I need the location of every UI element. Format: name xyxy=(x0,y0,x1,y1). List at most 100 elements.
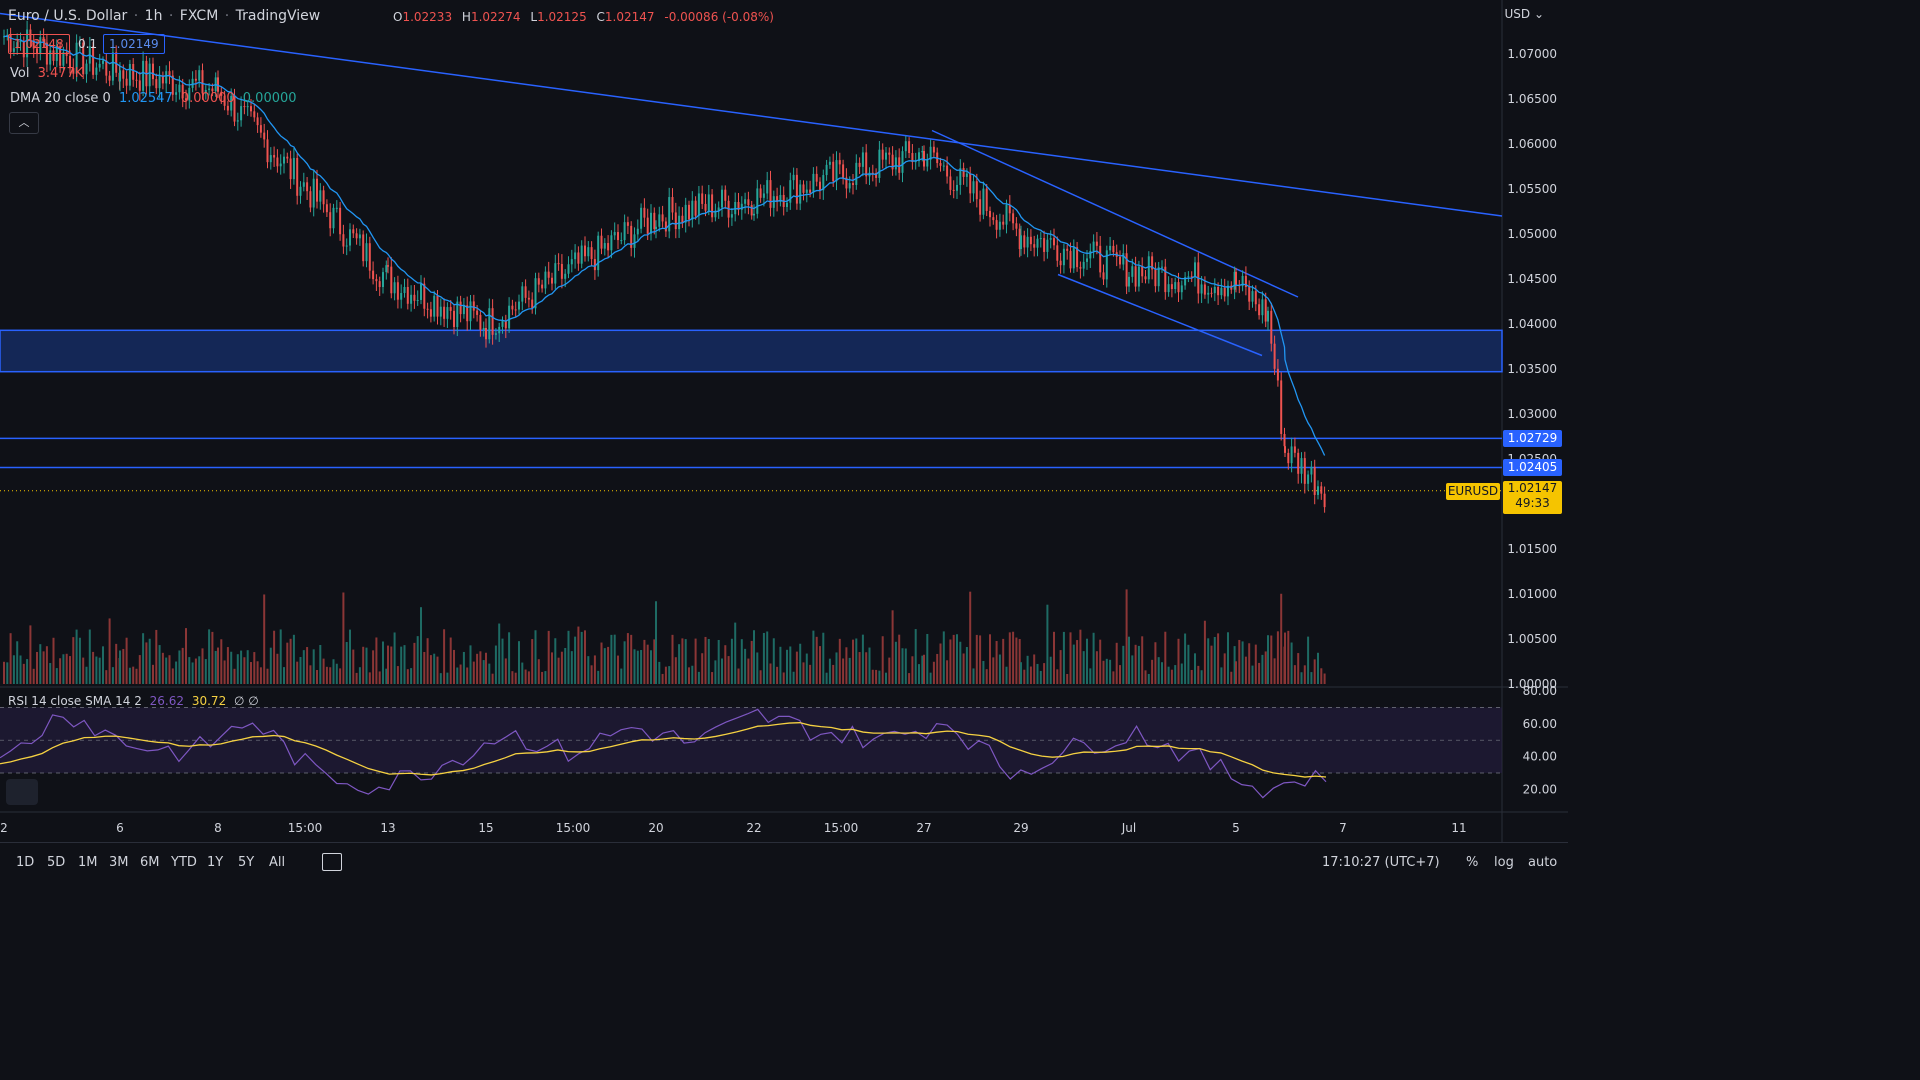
volume-bar xyxy=(799,643,802,684)
volume-bar xyxy=(792,671,795,684)
candle-body xyxy=(822,175,825,191)
volume-bar xyxy=(198,656,201,684)
timeframe-1m[interactable]: 1M xyxy=(78,855,98,870)
volume-bar xyxy=(1089,668,1092,684)
candle-body xyxy=(292,157,295,180)
volume-bar xyxy=(701,653,704,684)
timeframe-5y[interactable]: 5Y xyxy=(238,855,255,870)
candle-body xyxy=(610,235,613,251)
candle-body xyxy=(613,232,616,236)
timeframe-1d[interactable]: 1D xyxy=(16,855,35,870)
candle-body xyxy=(1180,285,1183,293)
volume-bar xyxy=(155,629,158,684)
timeframe-6m[interactable]: 6M xyxy=(140,855,160,870)
volume-bar xyxy=(385,668,388,684)
candle-body xyxy=(466,305,469,322)
volume-bar xyxy=(607,646,610,684)
volume-bar xyxy=(491,673,494,684)
candle-body xyxy=(908,141,911,154)
volume-bar xyxy=(577,626,580,684)
timeframe-1y[interactable]: 1Y xyxy=(207,855,224,870)
candle-body xyxy=(554,263,557,284)
volume-bar xyxy=(226,647,229,684)
volume-bar xyxy=(1303,665,1306,684)
volume-bar xyxy=(45,646,48,684)
ask-price-button[interactable]: 1.02149 xyxy=(103,34,165,54)
candle-body xyxy=(1174,282,1177,290)
chart-canvas[interactable]: 1.07000 1.06500 1.06000 1.05500 1.05000 1.045… xyxy=(0,0,1568,882)
volume-bar xyxy=(135,668,138,684)
volume-bar xyxy=(201,648,204,684)
interval[interactable]: 1h xyxy=(144,8,163,24)
candle-body xyxy=(921,151,924,153)
candle-body xyxy=(439,306,442,317)
candle-body xyxy=(49,50,52,65)
volume-bar xyxy=(393,632,396,684)
volume-bar xyxy=(1062,631,1065,684)
volume-bar xyxy=(684,639,687,684)
volume-bar xyxy=(335,663,338,684)
candle-body xyxy=(456,301,459,328)
volume-bar xyxy=(995,641,998,684)
volume-bar xyxy=(302,650,305,684)
low-value: 1.02125 xyxy=(537,10,587,24)
candle-body xyxy=(985,188,988,211)
log-scale-button[interactable]: log xyxy=(1494,855,1514,870)
trend-line-1 xyxy=(0,12,1503,217)
volume-bar xyxy=(1170,669,1173,684)
timeframe-5d[interactable]: 5D xyxy=(47,855,66,870)
candle-body xyxy=(1046,239,1049,252)
candle-body xyxy=(382,272,384,288)
candle-body xyxy=(426,308,429,310)
volume-bar xyxy=(276,653,279,684)
candle-body xyxy=(1122,253,1125,265)
candle-body xyxy=(125,78,128,86)
candle-body xyxy=(1002,221,1005,225)
symbol-name[interactable]: Euro / U.S. Dollar xyxy=(8,8,128,24)
volume-bar xyxy=(911,656,914,684)
candle-body xyxy=(1264,299,1267,322)
clock[interactable]: 17:10:27 (UTC+7) xyxy=(1322,855,1440,870)
candle-body xyxy=(1151,256,1154,270)
volume-bar xyxy=(472,661,475,684)
candle-body xyxy=(998,221,1001,230)
volume-bar xyxy=(142,633,145,684)
candle-body xyxy=(789,180,792,203)
spread-value: 0.1 xyxy=(78,37,98,51)
bid-price-button[interactable]: 1.02148 xyxy=(8,34,70,54)
candle-body xyxy=(289,158,292,180)
date-range-icon[interactable] xyxy=(322,853,342,871)
candle-body xyxy=(587,247,590,257)
volume-bar xyxy=(653,639,656,684)
volume-bar xyxy=(769,663,772,684)
candle-body xyxy=(115,52,118,73)
price-tick-label: 1.01000 xyxy=(1507,587,1557,601)
timeframe-3m[interactable]: 3M xyxy=(109,855,129,870)
volume-bar xyxy=(1115,642,1118,684)
candle-body xyxy=(769,180,772,208)
volume-bar xyxy=(345,642,348,684)
candle-body xyxy=(188,87,191,101)
auto-scale-button[interactable]: auto xyxy=(1528,855,1558,870)
timeframe-ytd[interactable]: YTD xyxy=(171,855,197,870)
candle-body xyxy=(875,172,878,178)
time-tick-label: 29 xyxy=(1013,821,1028,835)
percent-scale-button[interactable]: % xyxy=(1466,855,1479,870)
candle-body xyxy=(805,189,808,193)
volume-bar xyxy=(802,662,805,684)
time-tick-label: Jul xyxy=(1121,821,1136,835)
volume-bar xyxy=(1023,669,1026,684)
currency-selector[interactable]: USD ⌄ xyxy=(1504,7,1544,21)
volume-bar xyxy=(259,667,262,684)
candle-body xyxy=(148,63,151,87)
collapse-legend-button[interactable]: ︿ xyxy=(9,112,39,134)
candle-body xyxy=(858,162,861,167)
volume-bar xyxy=(828,658,831,684)
candle-body xyxy=(975,181,978,200)
chevron-up-icon: ︿ xyxy=(18,116,30,129)
volume-bar xyxy=(339,668,342,684)
timeframe-all[interactable]: All xyxy=(269,855,286,870)
candle-body xyxy=(835,160,838,182)
candle-body xyxy=(42,37,45,43)
candle-body xyxy=(730,214,733,218)
